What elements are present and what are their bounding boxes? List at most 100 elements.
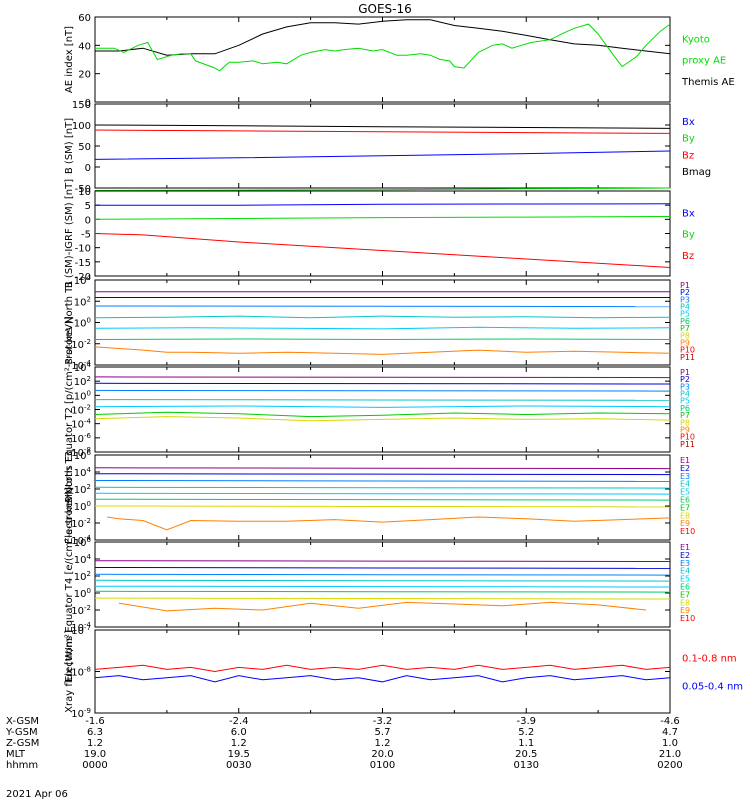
legend-entry: P5 bbox=[680, 310, 690, 319]
y-tick-label: 20 bbox=[78, 70, 91, 81]
y-tick-label: 5 bbox=[85, 201, 91, 212]
series-line-e5 bbox=[94, 492, 671, 495]
legend-entry: P2 bbox=[680, 375, 690, 384]
y-tick-label: 104 bbox=[74, 466, 92, 479]
time-row-value: -3.2 bbox=[373, 716, 393, 727]
series-line-p9 bbox=[94, 346, 671, 355]
time-row-value: 19.0 bbox=[84, 749, 106, 760]
y-tick-label: 102 bbox=[74, 483, 91, 496]
series-line-e1 bbox=[94, 467, 671, 470]
y-axis-label: Protons Equator T2 [p/(cm²-s-sr-keV)] bbox=[64, 316, 75, 503]
time-row-value: 4.7 bbox=[662, 727, 678, 738]
legend-entry: P4 bbox=[680, 390, 690, 399]
legend-entry: By bbox=[682, 134, 695, 145]
legend-entry: P7 bbox=[680, 411, 690, 420]
legend-entry: P3 bbox=[680, 382, 690, 391]
legend-entry: E9 bbox=[680, 519, 690, 528]
series-line-p2 bbox=[94, 382, 671, 385]
panel-frame bbox=[94, 103, 671, 189]
panel-frame bbox=[94, 16, 671, 103]
series-line-e6 bbox=[94, 590, 671, 593]
series-line-e4 bbox=[94, 579, 671, 582]
y-axis-label: B (SM) [nT] bbox=[64, 118, 75, 174]
y-axis-label: Protons North T1 bbox=[64, 280, 75, 364]
time-row-value: -1.6 bbox=[85, 716, 105, 727]
time-row-value: 1.2 bbox=[87, 738, 103, 749]
legend-entry: P11 bbox=[680, 440, 695, 449]
series-line-bz bbox=[94, 233, 671, 268]
y-tick-label: 40 bbox=[78, 41, 91, 52]
time-row-value: -3.9 bbox=[516, 716, 536, 727]
legend-entry: 0.1-0.8 nm bbox=[682, 654, 737, 665]
series-line-by bbox=[94, 187, 671, 191]
panel-frame bbox=[94, 541, 671, 628]
y-axis-label: Electrons North T3 bbox=[64, 451, 75, 544]
legend-entry: Kyoto bbox=[682, 34, 710, 45]
legend-entry: Bx bbox=[682, 208, 695, 219]
y-tick-label: 10-7 bbox=[71, 624, 91, 637]
y-tick-label: 10-4 bbox=[71, 359, 91, 372]
legend-entry: P8 bbox=[680, 418, 690, 427]
time-row-value: 6.0 bbox=[231, 727, 247, 738]
series-line-e3 bbox=[94, 573, 671, 576]
time-row-value: 0200 bbox=[657, 760, 682, 771]
legend-entry: Bx bbox=[682, 117, 695, 128]
y-tick-label: 10-9 bbox=[71, 707, 91, 720]
legend-entry: Bmag bbox=[682, 167, 711, 178]
y-tick-label: 104 bbox=[74, 553, 92, 566]
time-row-value: 0000 bbox=[82, 760, 107, 771]
y-tick-label: 102 bbox=[74, 570, 91, 583]
figure-title: GOES-16 bbox=[358, 2, 412, 16]
y-tick-label: 10-2 bbox=[71, 517, 91, 530]
time-row-value: 5.7 bbox=[375, 727, 391, 738]
legend-entry: Themis AE bbox=[681, 77, 735, 88]
y-tick-label: 0 bbox=[85, 163, 91, 174]
time-row-value: -2.4 bbox=[229, 716, 249, 727]
y-tick-label: 10-4 bbox=[71, 418, 91, 431]
y-axis-label: B (SM)-IGRF (SM) [nT] bbox=[64, 179, 75, 288]
y-tick-label: 10-8 bbox=[71, 446, 91, 459]
time-row-value: 19.5 bbox=[228, 749, 250, 760]
series-line-by bbox=[94, 216, 671, 220]
series-line-p6 bbox=[94, 338, 671, 341]
series-line-p4 bbox=[94, 315, 671, 319]
time-row-label: X-GSM bbox=[6, 716, 39, 727]
y-tick-label: 10-4 bbox=[71, 621, 91, 634]
legend-entry: E9 bbox=[680, 606, 690, 615]
time-row-value: 6.3 bbox=[87, 727, 103, 738]
legend-entry: E7 bbox=[680, 590, 690, 599]
series-line-0-05-0-4-nm bbox=[94, 675, 671, 683]
y-tick-label: 102 bbox=[74, 375, 91, 388]
time-row-value: 0130 bbox=[514, 760, 539, 771]
legend-entry: P5 bbox=[680, 397, 690, 406]
time-row-value: 1.2 bbox=[231, 738, 247, 749]
legend-entry: P3 bbox=[680, 295, 690, 304]
time-row-label: MLT bbox=[6, 749, 26, 760]
date-label: 2021 Apr 06 bbox=[6, 789, 68, 800]
series-line-p4 bbox=[94, 399, 671, 401]
series-line-0-1-0-8-nm bbox=[94, 664, 671, 673]
y-tick-label: 60 bbox=[78, 13, 91, 24]
time-row-label: Y-GSM bbox=[5, 727, 38, 738]
series-line-e3 bbox=[94, 480, 671, 482]
y-tick-label: 0 bbox=[85, 98, 91, 109]
legend-entry: P6 bbox=[680, 317, 690, 326]
legend-entry: E3 bbox=[680, 472, 690, 481]
series-line-p5 bbox=[94, 326, 671, 330]
legend-entry: E2 bbox=[680, 464, 690, 473]
legend-entry: P7 bbox=[680, 324, 690, 333]
legend-entry: P1 bbox=[680, 368, 690, 377]
series-line-e8 bbox=[94, 505, 671, 508]
series-line-bx bbox=[94, 150, 671, 160]
y-tick-label: 10-2 bbox=[71, 404, 91, 417]
y-axis-label: Electrons Equator T4 [e/(cm²-s-sr-keV)] bbox=[64, 487, 75, 682]
legend-entry: Bz bbox=[682, 251, 694, 262]
time-row-value: 0100 bbox=[370, 760, 395, 771]
legend-entry: P11 bbox=[680, 353, 695, 362]
series-line-e8 bbox=[94, 597, 671, 600]
